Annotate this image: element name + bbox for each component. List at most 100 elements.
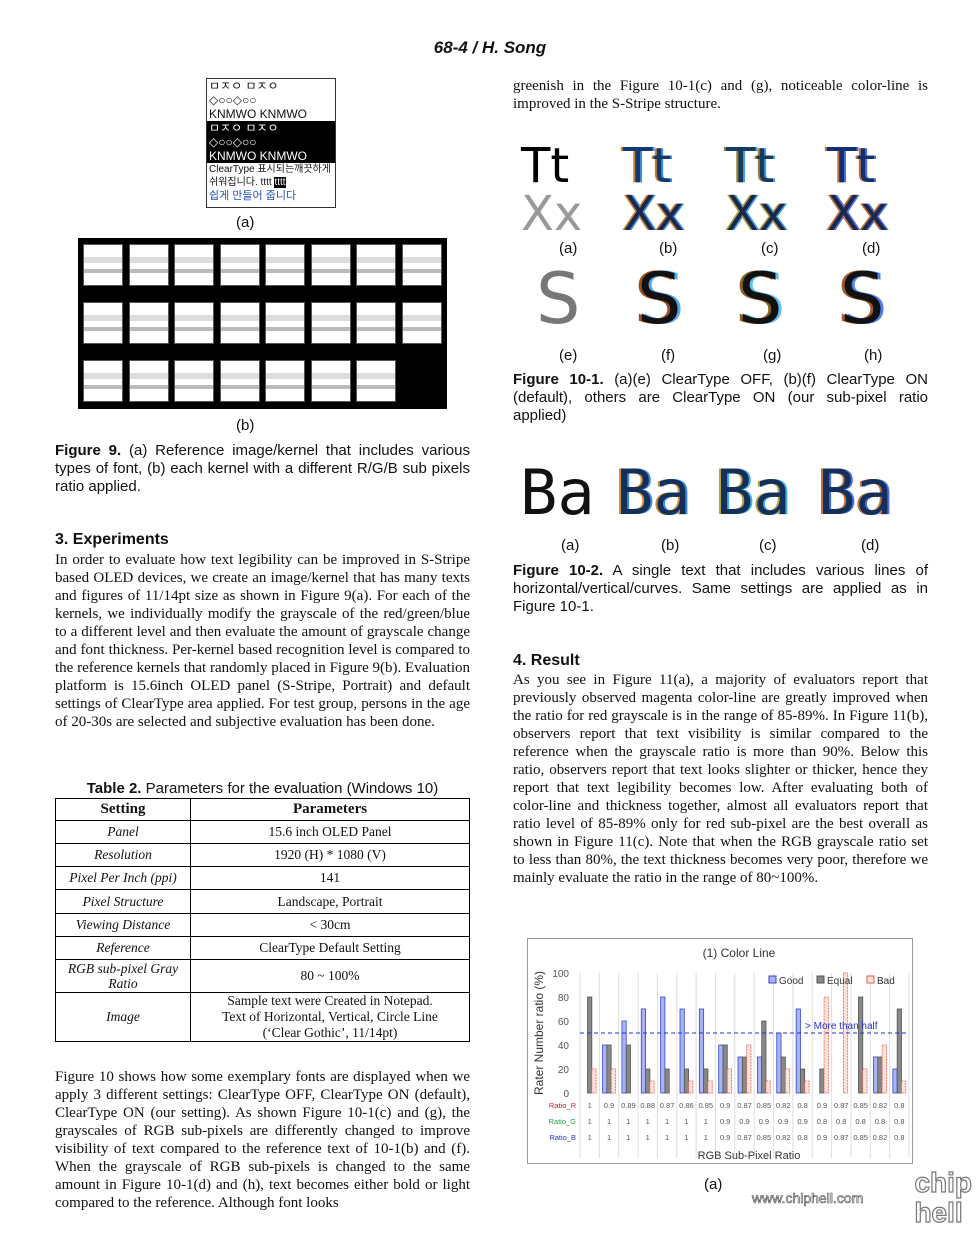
- x-tick-label: 0.9: [720, 1133, 730, 1142]
- bar-equal: [683, 1068, 689, 1094]
- bar-equal: [896, 1008, 902, 1094]
- label: (b): [661, 537, 680, 554]
- glyph-tt-c: Tt: [726, 138, 775, 194]
- kernel-thumbnail: [174, 360, 214, 402]
- bar-bad: [823, 996, 829, 1094]
- x-tick-label: 0.8: [894, 1133, 904, 1142]
- legend-label: Bad: [877, 976, 895, 987]
- ref-line: ㅁㅈㅇ ㅁㅈㅇ: [209, 79, 279, 93]
- label: (a): [559, 240, 578, 257]
- x-tick-label: 0.8: [894, 1117, 904, 1126]
- watermark-url: www.chiphell.com: [752, 1190, 864, 1207]
- kernel-grid-image: [78, 238, 447, 409]
- bar-equal: [819, 1068, 825, 1094]
- y-tick-label: 60: [558, 1017, 570, 1028]
- x-tick-label: 1: [665, 1133, 669, 1142]
- bar-equal: [858, 996, 864, 1094]
- figure10-paragraph: Figure 10 shows how some exemplary fonts…: [55, 1069, 470, 1211]
- right-intro-text: greenish in the Figure 10-1(c) and (g), …: [513, 78, 928, 112]
- x-tick-label: 0.82: [776, 1101, 791, 1110]
- y-tick-label: 80: [558, 993, 570, 1004]
- x-tick-label: 0.8: [894, 1101, 904, 1110]
- glyph-ba-c: Ba: [716, 456, 791, 529]
- x-tick-label: 0.9: [739, 1117, 749, 1126]
- x-tick-label: 1: [607, 1133, 611, 1142]
- kernel-thumbnail: [83, 302, 123, 344]
- bar-equal: [606, 1044, 612, 1094]
- ref-line: ClearType 표시되는깨끗하게: [209, 164, 331, 175]
- ref-line: 쉽게 만들어 줍니다: [209, 190, 297, 202]
- x-tick-label: 0.85: [757, 1101, 772, 1110]
- col-header: Setting: [55, 798, 191, 821]
- row-label: Ratio_G: [548, 1117, 576, 1126]
- x-tick-label: 1: [684, 1117, 688, 1126]
- x-tick-label: 1: [646, 1117, 650, 1126]
- table-row: Reference ClearType Default Setting: [55, 936, 470, 960]
- section3-heading: 3. Experiments: [55, 531, 169, 548]
- glyph-ba-b: Ba: [616, 456, 691, 529]
- x-tick-label: 1: [588, 1101, 592, 1110]
- figure10-2-caption: Figure 10-2. A single text that includes…: [513, 562, 929, 615]
- kernel-thumbnail: [128, 302, 169, 344]
- watermark-logo: chip hell: [914, 1167, 973, 1228]
- label: (h): [864, 347, 883, 364]
- bar-good: [892, 1068, 898, 1094]
- bar-bad: [688, 1080, 694, 1094]
- kernel-thumbnail: [83, 360, 123, 402]
- x-tick-label: 0.8: [836, 1117, 846, 1126]
- x-tick-label: 0.9: [817, 1133, 827, 1142]
- x-tick-label: 0.86: [679, 1101, 694, 1110]
- glyph-ba-d: Ba: [818, 456, 893, 529]
- x-tick-label: 0.87: [834, 1133, 849, 1142]
- bar-bad: [726, 1068, 732, 1094]
- x-tick-label: 0.9: [720, 1117, 730, 1126]
- label: (a): [561, 537, 580, 554]
- color-line-chart: (1) Color Line 0 20 40 60 80 100 Rater Number r…: [527, 938, 913, 1164]
- bar-good: [602, 1044, 608, 1094]
- table-row: Resolution 1920 (H) * 1080 (V): [55, 843, 470, 867]
- bar-good: [660, 996, 666, 1094]
- kernel-thumbnail: [219, 244, 260, 286]
- x-tick-label: 0.9: [720, 1101, 730, 1110]
- bar-good: [757, 1056, 763, 1094]
- ref-line: KNMWO KNMWO: [207, 149, 335, 163]
- x-tick-label: 0.8: [797, 1101, 807, 1110]
- x-tick-label: 1: [646, 1133, 650, 1142]
- kernel-thumbnail: [356, 360, 396, 402]
- figure9-caption: Figure 9. (a) Reference image/kernel tha…: [55, 442, 470, 495]
- bar-equal: [703, 1068, 709, 1094]
- x-tick-label: 0.85: [853, 1133, 868, 1142]
- ref-line: KNMWO KNMWO: [209, 107, 307, 121]
- table2-caption: Table 2. Parameters for the evaluation (…: [86, 780, 439, 797]
- bar-equal: [587, 996, 593, 1094]
- y-tick-label: 0: [563, 1089, 569, 1100]
- table-row: Image Sample text were Created in Notepad…: [55, 992, 470, 1042]
- glyph-s-g: S: [738, 258, 783, 340]
- bar-equal: [800, 1068, 806, 1094]
- section4-heading: 4. Result: [513, 652, 580, 669]
- kernel-thumbnail: [219, 360, 260, 402]
- label: (e): [559, 347, 578, 364]
- x-tick-label: 0.87: [660, 1101, 675, 1110]
- x-tick-label: 0.85: [757, 1133, 772, 1142]
- glyph-xx-d: Xx: [827, 186, 889, 242]
- bar-good: [621, 1020, 627, 1094]
- x-tick-label: 0.8: [797, 1133, 807, 1142]
- bar-equal: [625, 1044, 631, 1094]
- col-header: Parameters: [190, 798, 470, 821]
- label: (c): [759, 537, 777, 554]
- x-tick-label: 1: [588, 1133, 592, 1142]
- x-tick-label: 1: [684, 1133, 688, 1142]
- glyph-xx-a: Xx: [521, 186, 583, 242]
- kernel-thumbnail: [174, 244, 214, 286]
- row-label: Ratio_B: [549, 1133, 576, 1142]
- x-tick-label: 0.9: [817, 1101, 827, 1110]
- x-tick-label: 0.87: [834, 1101, 849, 1110]
- glyph-tt-b: Tt: [623, 138, 672, 194]
- fig9-label-b: (b): [236, 417, 255, 434]
- y-axis-label: Rater Number ratio (%): [532, 971, 546, 1095]
- kernel-thumbnail: [310, 360, 351, 402]
- kernel-thumbnail: [310, 244, 351, 286]
- x-tick-label: 0.9: [604, 1101, 614, 1110]
